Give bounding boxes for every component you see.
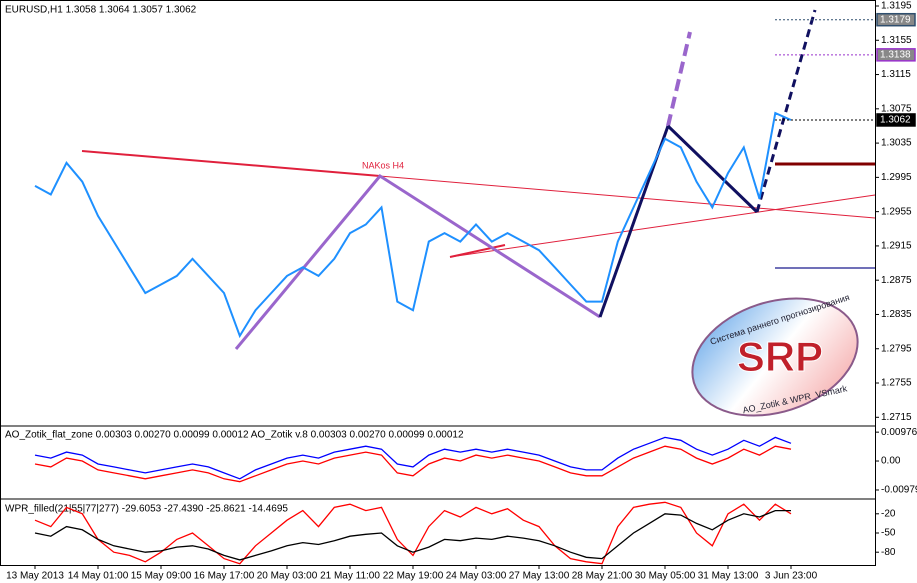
y-tick-label: -0.00979: [881, 485, 917, 496]
annotation: NAKos H4: [362, 160, 404, 170]
y-tick-label: 1.2955: [881, 206, 912, 217]
logo-name: SRP: [737, 333, 823, 380]
chart-title: EURUSD,H1 1.3058 1.3064 1.3057 1.3062: [5, 5, 197, 16]
y-tick-label: 1.3195: [881, 1, 912, 12]
x-tick-label: 14 May 01:00: [68, 571, 129, 582]
level-box: [876, 12, 916, 27]
x-tick-label: 15 May 09:00: [131, 571, 192, 582]
x-tick-label: 3 Jun 23:00: [765, 571, 818, 582]
x-tick-label: 24 May 03:00: [446, 571, 507, 582]
level-box: [876, 48, 916, 62]
series-line: [34, 111, 792, 339]
y-tick-label: 1.2835: [881, 309, 912, 320]
y-tick-label: -50: [881, 528, 896, 539]
trend-lines: [81, 9, 876, 350]
level-label: 1.3138: [880, 49, 911, 60]
indicator-title: AO_Zotik_flat_zone 0.00303 0.00270 0.000…: [5, 430, 464, 441]
level-label: 1.3062: [880, 115, 911, 126]
x-tick-label: 21 May 11:00: [320, 571, 380, 582]
series-line: [34, 436, 792, 480]
series-line: [34, 445, 792, 483]
y-tick-label: 1.3155: [881, 35, 912, 46]
y-tick-label: 0.00: [881, 456, 901, 467]
y-tick-label: 1.3115: [881, 69, 911, 80]
indicator-title: WPR_filled(21|55|77|277) -29.6053 -27.43…: [5, 504, 288, 515]
series-line: [34, 509, 791, 561]
y-tick-label: 1.3075: [881, 103, 912, 114]
frame: [0, 0, 876, 566]
level-label: 1.3179: [880, 14, 911, 25]
y-tick-label: 1.2995: [881, 172, 912, 183]
y-tick-label: 1.3035: [881, 138, 912, 149]
y-tick-label: 1.2755: [881, 378, 912, 389]
x-tick-label: 30 May 05:00: [635, 571, 696, 582]
series-line: [34, 501, 792, 565]
y-tick-label: -20: [881, 508, 896, 519]
y-tick-label: 1.2715: [881, 412, 912, 423]
x-tick-label: 31 May 13:00: [698, 571, 759, 582]
y-tick-label: 1.2795: [881, 343, 912, 354]
y-tick-label: 1.2875: [881, 275, 912, 286]
y-tick-label: 0.00976: [881, 427, 917, 438]
level-box: [876, 113, 916, 127]
x-tick-label: 22 May 19:00: [383, 571, 444, 582]
x-tick-label: 27 May 13:00: [509, 571, 570, 582]
x-tick-label: 28 May 21:00: [572, 571, 633, 582]
y-tick-label: -80: [881, 547, 896, 558]
y-tick-label: 1.2915: [881, 241, 912, 252]
x-tick-label: 16 May 17:00: [194, 571, 255, 582]
x-tick-label: 20 May 03:00: [257, 571, 318, 582]
x-tick-label: 13 May 2013: [6, 571, 64, 582]
